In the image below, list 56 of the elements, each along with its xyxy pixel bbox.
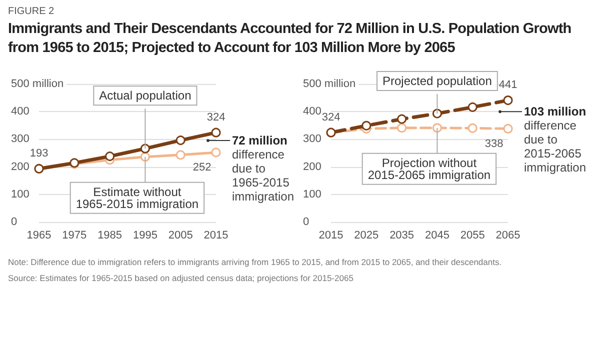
x-tick-label: 2015 [318, 230, 344, 242]
point [211, 128, 221, 138]
x-tick-label: 1985 [98, 230, 122, 242]
point [140, 144, 150, 154]
point [105, 152, 115, 162]
point [503, 124, 513, 134]
y-tick-label: 500 million [303, 78, 356, 90]
data-label: 441 [498, 79, 518, 92]
y-tick-label: 400 [11, 106, 30, 118]
text: Note: Difference due to immigration refers to immigrants arriving from 1965 to 2015, and from 2015 to 2065, and their descendants. [8, 256, 503, 269]
point [362, 120, 372, 130]
point [397, 114, 407, 124]
y-tick-label: 0 [11, 216, 18, 228]
chart-subtitle: FIGURE 2 [8, 6, 56, 17]
data-label: 193 [30, 147, 48, 160]
y-tick-label: 300 [303, 133, 322, 146]
series-label: Projection without 2015-2065 immigration [368, 156, 491, 182]
x-tick-label: 2045 [424, 230, 450, 242]
point [432, 123, 442, 133]
point [176, 136, 186, 146]
point [503, 96, 513, 106]
y-tick-label: 300 [11, 133, 30, 146]
y-tick-label: 400 [303, 106, 322, 118]
x-tick-label: 2055 [460, 230, 485, 242]
text: 103 million difference due to 2015-2065 immigration [524, 104, 586, 175]
series-label: Projected population [382, 74, 492, 88]
x-tick-label: 2025 [354, 230, 379, 242]
point [211, 148, 221, 158]
y-tick-label: 500 million [11, 78, 64, 90]
point [140, 152, 150, 162]
source-note: Source: Estimates for 1965-2015 based on adjusted census data; projections for 2015-2065 [8, 272, 354, 285]
y-tick-label: 200 [303, 160, 322, 173]
data-label: 324 [206, 111, 226, 124]
point [468, 123, 478, 133]
y-tick-label: 0 [303, 216, 310, 228]
x-tick-label: 1995 [132, 230, 158, 242]
text: Immigrants and Their Descendants Accounted for 72 Million in U.S. Population Growth from 1965 to 2015; Projected to Account for 103 Million More by 2065 [8, 20, 572, 58]
text: 72 million difference due to 1965-2015 immigration [232, 134, 294, 204]
point [397, 123, 407, 133]
text: Actual population [99, 88, 192, 103]
point [468, 102, 478, 112]
point [176, 150, 186, 160]
data-label: 338 [484, 138, 504, 150]
y-tick-label: 100 [11, 188, 30, 200]
series-label: Estimate without 1965-2015 immigration [76, 184, 199, 211]
x-tick-label: 1975 [62, 230, 87, 242]
x-tick-label: 2005 [168, 230, 193, 242]
point [432, 108, 442, 118]
x-tick-label: 2035 [390, 230, 414, 242]
data-label: 252 [192, 162, 212, 174]
x-tick-label: 2015 [204, 230, 228, 242]
data-label: 324 [322, 111, 340, 124]
y-tick-label: 200 [11, 160, 30, 173]
y-tick-label: 100 [303, 188, 322, 200]
x-tick-label: 2065 [496, 230, 520, 242]
x-tick-label: 1965 [26, 230, 52, 242]
